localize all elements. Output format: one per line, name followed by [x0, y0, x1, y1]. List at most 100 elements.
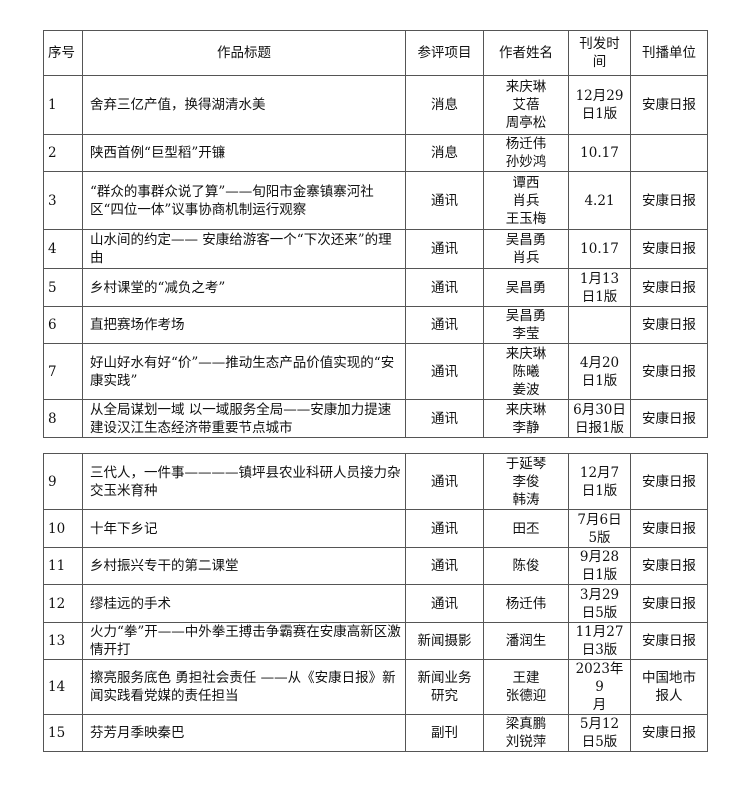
- cell-number: 9: [43, 453, 83, 510]
- cell-category: 通讯: [405, 229, 484, 269]
- cell-title: 擦亮服务底色 勇担社会责任 ——从《安康日报》新闻实践看党媒的责任担当: [82, 659, 406, 715]
- column-header: 刊发时间: [568, 30, 631, 76]
- cell-number: 13: [43, 622, 83, 660]
- cell-title: 直把赛场作考场: [82, 306, 406, 344]
- table-row: 12 缪桂远的手术 通讯 杨迁伟 3月29 日5版 安康日报: [43, 584, 708, 623]
- cell-outlet: 安康日报: [630, 509, 708, 548]
- cell-number: 4: [43, 229, 83, 269]
- cell-date: 9月28 日1版: [568, 547, 631, 585]
- cell-outlet: 安康日报: [630, 399, 708, 438]
- cell-category: 副刊: [405, 714, 484, 752]
- cell-date: [568, 306, 631, 344]
- cell-authors: 吴昌勇 肖兵: [483, 229, 569, 269]
- cell-category: 通讯: [405, 268, 484, 307]
- cell-number: 11: [43, 547, 83, 585]
- column-header: 刊播单位: [630, 30, 708, 76]
- cell-title: 芬芳月季映秦巴: [82, 714, 406, 752]
- table-row: 1 舍弃三亿产值，换得湖清水美 消息 来庆琳 艾蓓 周亭松 12月29 日1版 安康日报: [43, 75, 708, 135]
- cell-category: 通讯: [405, 306, 484, 344]
- cell-category: 通讯: [405, 509, 484, 548]
- cell-authors: 王建 张德迎: [483, 659, 569, 715]
- table-row: 4 山水间的约定—— 安康给游客一个“下次还来”的理由 通讯 吴昌勇 肖兵 10.17 安…: [43, 229, 708, 269]
- table-row: 14 擦亮服务底色 勇担社会责任 ——从《安康日报》新闻实践看党媒的责任担当 新闻业…: [43, 659, 708, 715]
- table-row: 5 乡村课堂的“减负之考” 通讯 吴昌勇 1月13 日1版 安康日报: [43, 268, 708, 307]
- cell-title: 乡村课堂的“减负之考”: [82, 268, 406, 307]
- cell-authors: 田丕: [483, 509, 569, 548]
- cell-date: 2023年9 月: [568, 659, 631, 715]
- cell-outlet: 安康日报: [630, 584, 708, 623]
- cell-outlet: 安康日报: [630, 229, 708, 269]
- table-row: 9 三代人，一件事————镇坪县农业科研人员接力杂交玉米育种 通讯 于延琴 李俊 韩涛…: [43, 453, 708, 510]
- cell-date: 12月7 日1版: [568, 453, 631, 510]
- cell-category: 消息: [405, 134, 484, 172]
- cell-date: 6月30日 日报1版: [568, 399, 631, 438]
- awards-table-part-1: 序号 作品标题 参评项目 作者姓名 刊发时间 刊播单位 1 舍弃三亿产值，换得湖清水美 消息 来庆…: [43, 30, 708, 438]
- column-header: 参评项目: [405, 30, 484, 76]
- table-row: 10 十年下乡记 通讯 田丕 7月6日 5版 安康日报: [43, 509, 708, 548]
- cell-category: 通讯: [405, 343, 484, 400]
- cell-outlet: 安康日报: [630, 622, 708, 660]
- cell-category: 新闻摄影: [405, 622, 484, 660]
- cell-title: 火力“拳”开——中外拳王搏击争霸赛在安康高新区激情开打: [82, 622, 406, 660]
- cell-outlet: 安康日报: [630, 547, 708, 585]
- cell-date: 4月20 日1版: [568, 343, 631, 400]
- awards-table-part-2: 9 三代人，一件事————镇坪县农业科研人员接力杂交玉米育种 通讯 于延琴 李俊 韩涛…: [43, 453, 708, 752]
- cell-outlet: 安康日报: [630, 453, 708, 510]
- cell-authors: 梁真鹏 刘锐萍: [483, 714, 569, 752]
- cell-date: 7月6日 5版: [568, 509, 631, 548]
- cell-authors: 于延琴 李俊 韩涛: [483, 453, 569, 510]
- cell-outlet: 安康日报: [630, 171, 708, 230]
- cell-authors: 吴昌勇 李莹: [483, 306, 569, 344]
- table-row: 2 陕西首例“巨型稻”开镰 消息 杨迁伟 孙妙鸿 10.17: [43, 134, 708, 172]
- cell-date: 4.21: [568, 171, 631, 230]
- cell-title: 缪桂远的手术: [82, 584, 406, 623]
- cell-number: 2: [43, 134, 83, 172]
- cell-outlet: 中国地市 报人: [630, 659, 708, 715]
- cell-authors: 来庆琳 陈曦 姜波: [483, 343, 569, 400]
- table-row: 3 “群众的事群众说了算”——旬阳市金寨镇寨河社区“四位一体”议事协商机制运行观察…: [43, 171, 708, 230]
- cell-title: 山水间的约定—— 安康给游客一个“下次还来”的理由: [82, 229, 406, 269]
- cell-date: 1月13 日1版: [568, 268, 631, 307]
- cell-number: 10: [43, 509, 83, 548]
- cell-category: 新闻业务 研究: [405, 659, 484, 715]
- cell-outlet: [630, 134, 708, 172]
- column-header: 作者姓名: [483, 30, 569, 76]
- cell-category: 通讯: [405, 584, 484, 623]
- cell-category: 消息: [405, 75, 484, 135]
- cell-number: 8: [43, 399, 83, 438]
- cell-authors: 来庆琳 艾蓓 周亭松: [483, 75, 569, 135]
- table-row: 7 好山好水有好“价”——推动生态产品价值实现的“安康实践” 通讯 来庆琳 陈曦 姜波…: [43, 343, 708, 400]
- cell-outlet: 安康日报: [630, 306, 708, 344]
- table-row: 15 芬芳月季映秦巴 副刊 梁真鹏 刘锐萍 5月12 日5版 安康日报: [43, 714, 708, 752]
- cell-number: 6: [43, 306, 83, 344]
- header-row: 序号 作品标题 参评项目 作者姓名 刊发时间 刊播单位: [43, 30, 708, 76]
- cell-date: 5月12 日5版: [568, 714, 631, 752]
- cell-date: 10.17: [568, 134, 631, 172]
- cell-outlet: 安康日报: [630, 714, 708, 752]
- cell-number: 3: [43, 171, 83, 230]
- cell-authors: 杨迁伟: [483, 584, 569, 623]
- cell-number: 1: [43, 75, 83, 135]
- cell-number: 5: [43, 268, 83, 307]
- cell-number: 15: [43, 714, 83, 752]
- cell-title: 三代人，一件事————镇坪县农业科研人员接力杂交玉米育种: [82, 453, 406, 510]
- cell-number: 7: [43, 343, 83, 400]
- cell-category: 通讯: [405, 399, 484, 438]
- cell-authors: 谭西 肖兵 王玉梅: [483, 171, 569, 230]
- cell-date: 11月27 日3版: [568, 622, 631, 660]
- cell-authors: 杨迁伟 孙妙鸿: [483, 134, 569, 172]
- cell-authors: 陈俊: [483, 547, 569, 585]
- column-header: 序号: [43, 30, 83, 76]
- cell-authors: 潘润生: [483, 622, 569, 660]
- cell-title: 陕西首例“巨型稻”开镰: [82, 134, 406, 172]
- cell-outlet: 安康日报: [630, 343, 708, 400]
- cell-category: 通讯: [405, 453, 484, 510]
- cell-title: 从全局谋划一域 以一域服务全局——安康加力提速建设汉江生态经济带重要节点城市: [82, 399, 406, 438]
- cell-date: 10.17: [568, 229, 631, 269]
- cell-outlet: 安康日报: [630, 75, 708, 135]
- cell-date: 3月29 日5版: [568, 584, 631, 623]
- cell-authors: 来庆琳 李静: [483, 399, 569, 438]
- cell-title: 好山好水有好“价”——推动生态产品价值实现的“安康实践”: [82, 343, 406, 400]
- cell-number: 12: [43, 584, 83, 623]
- cell-title: 舍弃三亿产值，换得湖清水美: [82, 75, 406, 135]
